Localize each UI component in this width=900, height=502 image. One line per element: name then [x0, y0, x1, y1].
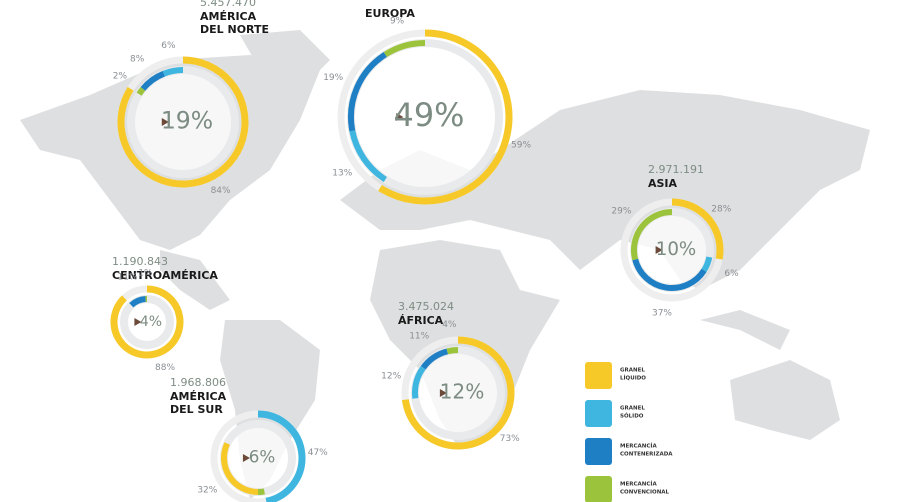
segment-label: 47%: [308, 448, 328, 458]
ring-segment: [701, 256, 713, 272]
segment-label: 88%: [155, 363, 175, 373]
region-share: 49%: [394, 96, 465, 134]
legend-label: MERCANCÍA: [620, 480, 657, 488]
center-arrow: [161, 118, 169, 126]
legend: GRANELLÍQUIDOGRANELSÓLIDOMERCANCÍACONTEN…: [585, 362, 673, 502]
segment-label: 32%: [197, 486, 217, 496]
ring-segment: [632, 258, 707, 291]
region-name: ÁFRICA: [398, 314, 444, 327]
region-name: EUROPA: [365, 7, 415, 20]
region-total: 5.457.470: [200, 0, 256, 9]
ring-segment: [348, 51, 387, 132]
region-total: 1.190.843: [112, 255, 168, 268]
segment-label: 9%: [390, 16, 405, 26]
segment-label: 28%: [711, 205, 731, 215]
segment-label: 2%: [113, 72, 128, 82]
ring-segment: [140, 70, 166, 91]
legend-icon: [585, 476, 612, 502]
ring-segment: [117, 56, 249, 188]
legend-label: MERCANCÍA: [620, 442, 657, 450]
legend-icon: [585, 400, 612, 427]
center-arrow: [396, 113, 404, 121]
region-total: 2.971.191: [648, 163, 704, 176]
legend-label: CONVENCIONAL: [620, 490, 670, 496]
legend-label: GRANEL: [620, 406, 645, 412]
segment-label: 59%: [511, 140, 531, 150]
segment-label: 4%: [442, 320, 457, 330]
region-total: 1.968.806: [170, 376, 226, 389]
ring-segment: [257, 488, 265, 495]
region-name: DEL SUR: [170, 403, 223, 416]
segment-label: 19%: [323, 73, 343, 83]
segment-label: 11%: [409, 331, 429, 341]
region-share: 12%: [440, 380, 485, 404]
ring-segment: [129, 296, 146, 308]
ring-segment: [671, 198, 724, 260]
ring-bg: [120, 295, 174, 349]
ring-segment: [401, 336, 515, 450]
ring-segment: [110, 285, 184, 359]
center-arrow: [242, 454, 250, 462]
ring-segment: [349, 130, 388, 183]
segment-label: 73%: [500, 434, 520, 444]
segment-label: 6%: [161, 41, 176, 51]
ring-segment: [378, 29, 513, 205]
segment-label: 6%: [724, 269, 739, 279]
legend-icon: [585, 362, 612, 389]
region-share: 4%: [140, 314, 162, 330]
center-arrow: [439, 389, 447, 397]
region-total: 3.475.024: [398, 300, 454, 313]
region-name: ASIA: [648, 177, 678, 190]
region-share: 19%: [161, 107, 213, 135]
region-share: 10%: [656, 239, 697, 260]
ring-segment: [221, 442, 259, 495]
legend-label: CONTENERIZADA: [620, 452, 673, 458]
ring-segment: [446, 347, 459, 355]
ring-segment: [631, 209, 673, 261]
legend-label: SÓLIDO: [620, 413, 644, 420]
ring-segment: [257, 410, 306, 502]
center-arrow: [134, 318, 142, 326]
segment-label: 8%: [130, 54, 145, 64]
ring-segment: [383, 40, 426, 58]
segment-label: 84%: [211, 186, 231, 196]
region-share: 6%: [249, 447, 276, 467]
segment-label: 37%: [652, 309, 672, 319]
legend-label: GRANEL: [620, 368, 645, 374]
segment-label: 11%: [118, 273, 138, 283]
region-name: AMÉRICA: [170, 390, 227, 403]
legend-label: LÍQUIDO: [620, 374, 646, 382]
region-name: CENTROAMÉRICA: [112, 269, 218, 282]
segment-label: 29%: [611, 206, 631, 216]
region-name: DEL NORTE: [200, 23, 269, 36]
segment-label: 12%: [381, 371, 401, 381]
ring-segment: [420, 348, 449, 370]
ring-segment: [162, 67, 184, 77]
region: EUROPA 59% 13% 19% 9% 49%: [323, 7, 531, 205]
segment-label: 13%: [332, 169, 352, 179]
ring-bg: [127, 66, 239, 178]
segment-label: 1%: [138, 269, 153, 279]
center-arrow: [655, 246, 663, 254]
legend-icon: [585, 438, 612, 465]
ring-segment: [412, 365, 426, 399]
region-name: AMÉRICA: [200, 10, 257, 23]
ring-segment: [136, 86, 146, 96]
